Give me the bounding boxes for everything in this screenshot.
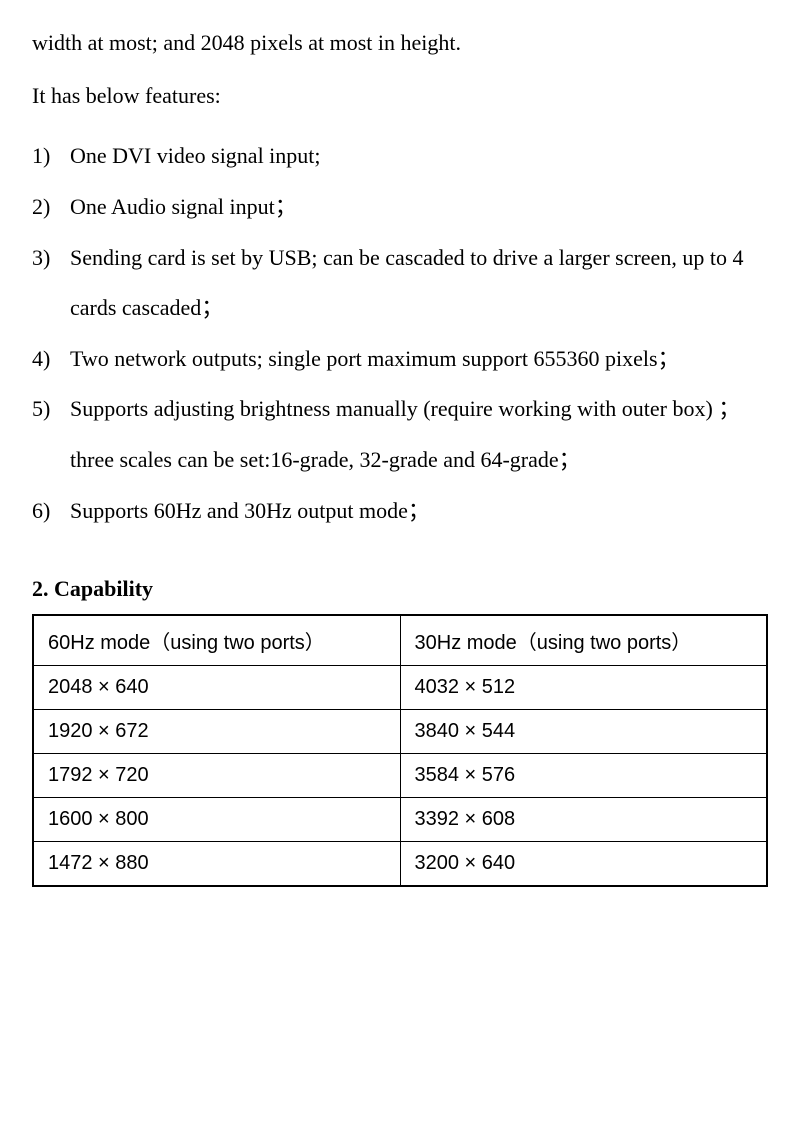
table-cell: 3584 × 576	[400, 754, 767, 798]
table-cell: 3392 × 608	[400, 798, 767, 842]
table-cell: 1600 × 800	[33, 798, 400, 842]
table-row: 1920 × 672 3840 × 544	[33, 710, 767, 754]
feature-item: Sending card is set by USB; can be casca…	[32, 233, 768, 334]
feature-item: Supports adjusting brightness manually (…	[32, 384, 768, 485]
capability-table: 60Hz mode（using two ports） 30Hz mode（usi…	[32, 614, 768, 887]
feature-list: One DVI video signal input; One Audio si…	[32, 131, 768, 536]
table-row: 1472 × 880 3200 × 640	[33, 842, 767, 887]
table-cell: 2048 × 640	[33, 666, 400, 710]
intro-text: width at most; and 2048 pixels at most i…	[32, 25, 768, 60]
feature-item: One Audio signal input；	[32, 182, 768, 233]
table-cell: 4032 × 512	[400, 666, 767, 710]
table-cell: 3840 × 544	[400, 710, 767, 754]
capability-heading: 2. Capability	[32, 576, 768, 602]
table-header-cell: 30Hz mode（using two ports）	[400, 615, 767, 666]
table-row: 1792 × 720 3584 × 576	[33, 754, 767, 798]
table-cell: 1920 × 672	[33, 710, 400, 754]
feature-item: Supports 60Hz and 30Hz output mode；	[32, 486, 768, 537]
table-row: 1600 × 800 3392 × 608	[33, 798, 767, 842]
table-cell: 3200 × 640	[400, 842, 767, 887]
table-header-cell: 60Hz mode（using two ports）	[33, 615, 400, 666]
table-row: 2048 × 640 4032 × 512	[33, 666, 767, 710]
table-cell: 1792 × 720	[33, 754, 400, 798]
feature-item: One DVI video signal input;	[32, 131, 768, 182]
feature-item: Two network outputs; single port maximum…	[32, 334, 768, 385]
table-cell: 1472 × 880	[33, 842, 400, 887]
features-intro-text: It has below features:	[32, 78, 768, 113]
table-header-row: 60Hz mode（using two ports） 30Hz mode（usi…	[33, 615, 767, 666]
